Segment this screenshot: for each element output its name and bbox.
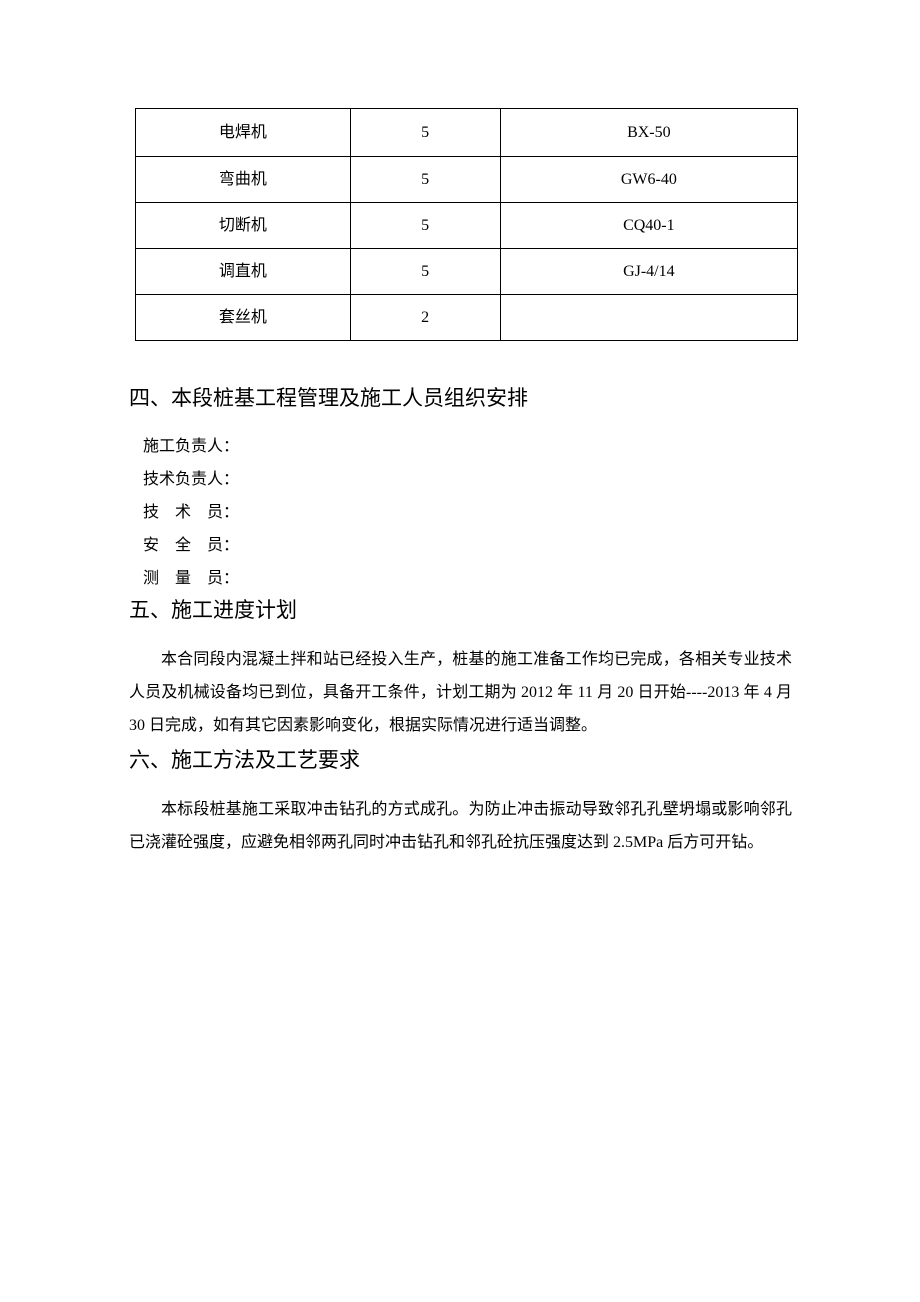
equip-model-cell: CQ40-1 [500,203,797,249]
role-safety-officer: 安 全 员： [129,529,792,562]
personnel-roles-block: 施工负责人： 技术负责人： 技 术 员： 安 全 员： 测 量 员： [129,430,792,595]
section-4-title: 四、本段桩基工程管理及施工人员组织安排 [129,388,792,409]
table-row: 切断机 5 CQ40-1 [136,203,798,249]
equip-qty-cell: 5 [350,249,500,295]
equip-name-cell: 套丝机 [136,295,351,341]
section-5-body: 本合同段内混凝土拌和站已经投入生产，桩基的施工准备工作均已完成，各相关专业技术人… [129,643,792,742]
role-technician: 技 术 员： [129,496,792,529]
equip-qty-cell: 5 [350,109,500,157]
role-construction-lead: 施工负责人： [129,430,792,463]
table-row: 套丝机 2 [136,295,798,341]
equip-name-cell: 弯曲机 [136,157,351,203]
section-5-title: 五、施工进度计划 [129,600,792,621]
equip-name-cell: 切断机 [136,203,351,249]
table-row: 调直机 5 GJ-4/14 [136,249,798,295]
equip-qty-cell: 5 [350,203,500,249]
equip-name-cell: 调直机 [136,249,351,295]
document-page: 电焊机 5 BX-50 弯曲机 5 GW6-40 切断机 5 CQ40-1 调直… [0,0,920,1302]
role-surveyor: 测 量 员： [129,562,792,595]
table-row: 弯曲机 5 GW6-40 [136,157,798,203]
equip-model-cell: GW6-40 [500,157,797,203]
equip-model-cell: BX-50 [500,109,797,157]
role-technical-lead: 技术负责人： [129,463,792,496]
equip-model-cell [500,295,797,341]
equip-qty-cell: 5 [350,157,500,203]
equip-qty-cell: 2 [350,295,500,341]
equipment-table: 电焊机 5 BX-50 弯曲机 5 GW6-40 切断机 5 CQ40-1 调直… [135,108,798,341]
section-6-title: 六、施工方法及工艺要求 [129,750,792,771]
equip-model-cell: GJ-4/14 [500,249,797,295]
table-row: 电焊机 5 BX-50 [136,109,798,157]
equip-name-cell: 电焊机 [136,109,351,157]
section-6-body: 本标段桩基施工采取冲击钻孔的方式成孔。为防止冲击振动导致邻孔孔壁坍塌或影响邻孔已… [129,793,792,859]
